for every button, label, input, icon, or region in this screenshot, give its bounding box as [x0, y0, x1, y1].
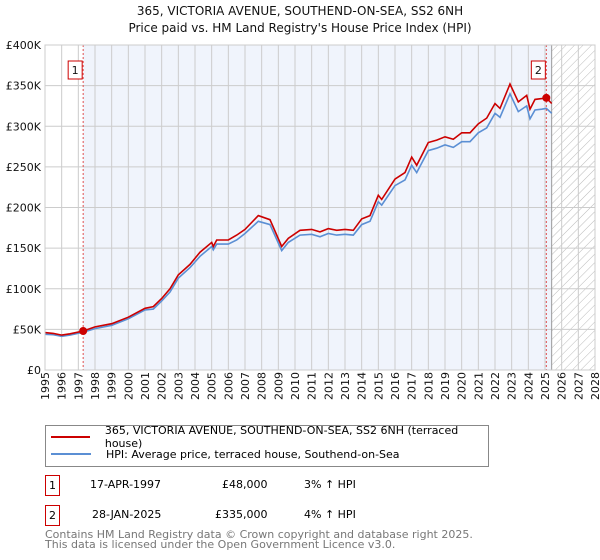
x-tick-label: 2016: [389, 372, 402, 400]
x-tick-label: 2007: [239, 372, 252, 400]
x-tick-label: 1998: [89, 372, 102, 400]
sale-label-box: [67, 60, 83, 80]
x-tick-label: 2005: [206, 372, 219, 400]
footer: Contains HM Land Registry data © Crown c…: [45, 528, 473, 551]
sale-row-1: 1 17-APR-1997 £48,000 3% ↑ HPI: [45, 475, 545, 496]
x-tick-label: 2024: [522, 372, 535, 400]
sale-label: 2: [535, 64, 542, 77]
x-tick-label: 2004: [189, 372, 202, 400]
x-tick-label: 2009: [272, 372, 285, 400]
x-tick-label: 2028: [589, 372, 600, 400]
sale-number-badge: 2: [45, 505, 60, 526]
sale-point: [542, 93, 551, 102]
y-tick-label: £50K: [13, 323, 42, 336]
price-chart: 1995 1996 1997 1998 1999 2000 2001 2002 2003 2004…: [6, 39, 600, 400]
x-tick-label: 2014: [356, 372, 369, 400]
x-tick-label: 2017: [406, 372, 419, 400]
property-price-line: [44, 82, 553, 336]
sale-number-badge: 1: [45, 475, 60, 496]
sale-price: £335,000: [215, 508, 268, 521]
legend: 365, VICTORIA AVENUE, SOUTHEND-ON-SEA, S…: [45, 424, 489, 467]
y-tick-label: £250K: [6, 161, 42, 174]
footer-copyright: Contains HM Land Registry data © Crown c…: [45, 528, 473, 541]
sale-point: [79, 327, 88, 335]
x-tick-label: 2011: [306, 372, 319, 400]
x-tick-label: 2002: [156, 372, 169, 400]
x-tick-label: 2027: [572, 372, 585, 400]
x-tick-label: 2006: [222, 372, 235, 400]
x-tick-label: 2008: [256, 372, 269, 400]
x-tick-label: 2013: [339, 372, 352, 400]
legend-property-swatch: [51, 436, 90, 438]
footer-license: This data is licensed under the Open Gov…: [45, 538, 396, 551]
sale-price: £48,000: [222, 478, 268, 491]
x-tick-label: 1999: [106, 372, 119, 400]
x-tick-label: 2020: [456, 372, 469, 400]
y-tick-label: £350K: [6, 80, 42, 93]
x-tick-label: 2010: [289, 372, 302, 400]
y-tick-label: £0: [27, 364, 41, 377]
legend-hpi-swatch: [51, 453, 91, 455]
y-tick-label: £400K: [6, 39, 42, 52]
sale-hpi-change: 3% ↑ HPI: [304, 478, 356, 491]
legend-hpi-label: HPI: Average price, terraced house, Sout…: [106, 447, 400, 461]
x-tick-label: 2003: [172, 372, 185, 400]
x-tick-label: 2021: [472, 372, 485, 400]
x-tick-label: 2023: [506, 372, 519, 400]
y-tick-label: £300K: [6, 120, 42, 133]
x-tick-label: 2015: [372, 372, 385, 400]
sale-date: 28-JAN-2025: [92, 508, 162, 521]
chart-title: 365, VICTORIA AVENUE, SOUTHEND-ON-SEA, S…: [136, 4, 464, 18]
y-tick-label: £100K: [6, 283, 42, 296]
sale-date: 17-APR-1997: [90, 478, 162, 491]
x-tick-label: 2000: [122, 372, 135, 400]
plot-frame: [44, 44, 596, 371]
x-tick-label: 2022: [489, 372, 502, 400]
legend-property-label: 365, VICTORIA AVENUE, SOUTHEND-ON-SEA, S…: [104, 424, 459, 450]
chart-subtitle: Price paid vs. HM Land Registry's House …: [128, 21, 472, 35]
x-tick-label: 2019: [439, 372, 452, 400]
sale-label-box: [530, 60, 546, 80]
hpi-line: [44, 91, 553, 338]
x-tick-label: 2012: [322, 372, 335, 400]
x-tick-label: 2001: [139, 372, 152, 400]
x-tick-label: 2026: [556, 372, 569, 400]
x-tick-label: 1995: [39, 372, 52, 400]
y-tick-label: £200K: [6, 202, 42, 215]
y-tick-label: £150K: [6, 242, 42, 255]
sale-hpi-change: 4% ↑ HPI: [304, 508, 356, 521]
sale-label: 1: [72, 64, 79, 77]
x-tick-label: 2018: [422, 372, 435, 400]
x-tick-label: 1997: [72, 372, 85, 400]
sale-row-2: 2 28-JAN-2025 £335,000 4% ↑ HPI: [45, 505, 545, 526]
x-tick-label: 2025: [539, 372, 552, 400]
x-tick-label: 1996: [56, 372, 69, 400]
